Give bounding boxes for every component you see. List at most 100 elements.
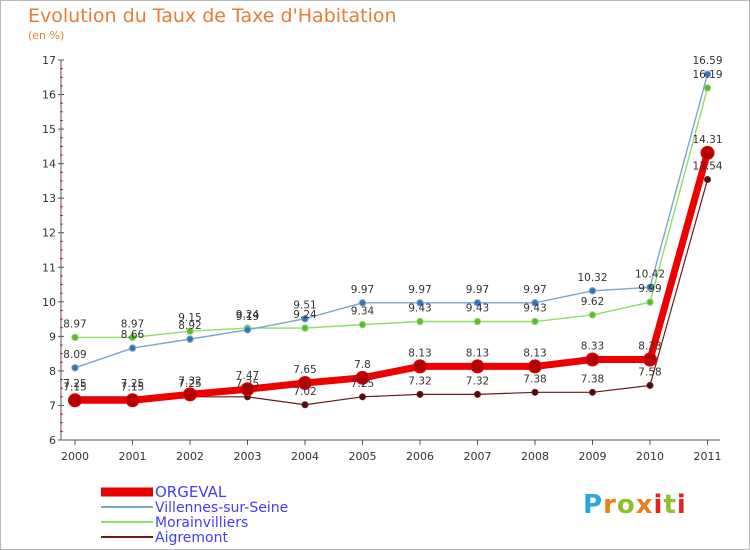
data-label-morainvilliers: 9.34: [351, 306, 375, 318]
data-label-orgeval: 7.47: [236, 370, 259, 382]
data-label-orgeval: 7.65: [293, 364, 316, 376]
data-label-orgeval: 8.13: [466, 347, 489, 359]
data-point-villennes-sur-seine: [358, 299, 367, 307]
x-tick-label: 2000: [61, 450, 89, 463]
y-tick-label: 15: [42, 123, 56, 136]
x-tick-label: 2010: [636, 450, 664, 463]
data-point-aigremont: [531, 388, 539, 396]
x-tick-label: 2001: [119, 450, 147, 463]
series-layer: [68, 70, 715, 409]
data-label-villennes-sur-seine: 10.32: [577, 272, 607, 284]
data-label-aigremont: 7.32: [408, 375, 431, 387]
legend-label-aigremont: Aigremont: [155, 530, 228, 546]
data-point-villennes-sur-seine: [128, 344, 137, 352]
data-point-orgeval: [183, 387, 197, 402]
data-label-villennes-sur-seine: 9.97: [466, 284, 489, 296]
data-point-villennes-sur-seine: [531, 299, 539, 307]
legend-swatch-morainvilliers: [101, 521, 153, 523]
data-point-morainvilliers: [531, 317, 539, 326]
data-label-morainvilliers: 9.99: [638, 283, 661, 295]
data-point-morainvilliers: [646, 298, 654, 306]
y-tick-label: 16: [42, 89, 56, 102]
series-line-morainvilliers: [74, 87, 709, 339]
data-label-orgeval: 7.32: [178, 375, 201, 387]
y-tick-label: 10: [42, 296, 56, 309]
data-point-morainvilliers: [301, 324, 309, 332]
data-point-villennes-sur-seine: [703, 70, 712, 78]
data-point-orgeval: [68, 393, 82, 408]
data-label-orgeval: 8.33: [581, 341, 604, 353]
data-point-villennes-sur-seine: [646, 283, 654, 292]
x-tick-label: 2011: [694, 450, 722, 463]
y-tick-label: 12: [42, 227, 56, 240]
data-point-morainvilliers: [358, 320, 367, 329]
data-label-orgeval: 8.13: [523, 347, 546, 359]
data-label-aigremont: 7.25: [63, 378, 86, 390]
data-label-orgeval: 8.33: [638, 341, 661, 353]
data-label-villennes-sur-seine: 8.09: [63, 349, 86, 361]
data-label-aigremont: 13.54: [692, 161, 722, 173]
data-point-aigremont: [416, 390, 424, 398]
data-label-villennes-sur-seine: 9.97: [523, 284, 546, 296]
data-point-villennes-sur-seine: [301, 315, 309, 323]
data-label-villennes-sur-seine: 9.97: [351, 284, 374, 296]
y-tick-label: 6: [49, 434, 56, 447]
y-tick-label: 9: [49, 330, 56, 343]
data-label-morainvilliers: 9.43: [408, 303, 431, 315]
data-point-orgeval: [413, 359, 427, 374]
data-point-orgeval: [643, 352, 657, 367]
data-point-morainvilliers: [473, 317, 482, 326]
legend-label-orgeval: ORGEVAL: [155, 483, 227, 501]
data-point-orgeval: [355, 370, 370, 385]
data-label-aigremont: 7.25: [236, 378, 259, 390]
y-tick-label: 13: [42, 192, 56, 205]
data-label-orgeval: 8.13: [408, 347, 431, 359]
y-tick-label: 17: [42, 54, 56, 67]
data-point-morainvilliers: [71, 333, 79, 342]
series-line-villennes-sur-seine: [74, 73, 709, 369]
y-tick-label: 8: [49, 365, 56, 378]
x-tick-label: 2008: [521, 450, 549, 463]
x-tick-label: 2005: [349, 450, 377, 463]
x-tick-label: 2006: [406, 450, 434, 463]
data-label-villennes-sur-seine: 9.19: [236, 311, 259, 323]
data-point-orgeval: [700, 145, 715, 160]
data-label-aigremont: 7.25: [178, 378, 201, 390]
x-tick-label: 2002: [176, 450, 204, 463]
data-label-aigremont: 7.25: [351, 378, 374, 390]
data-label-morainvilliers: 9.43: [523, 303, 546, 315]
data-label-morainvilliers: 8.97: [121, 318, 144, 330]
data-point-villennes-sur-seine: [243, 326, 252, 334]
data-label-morainvilliers: 16.19: [692, 69, 722, 81]
x-tick-label: 2003: [234, 450, 262, 463]
x-tick-label: 2007: [464, 450, 492, 463]
data-point-villennes-sur-seine: [71, 364, 79, 372]
chart-legend: ORGEVALVillennes-sur-SeineMorainvilliers…: [101, 483, 288, 546]
data-point-morainvilliers: [186, 327, 194, 335]
legend-label-villennes-sur-seine: Villennes-sur-Seine: [155, 500, 288, 516]
data-point-morainvilliers: [416, 317, 424, 326]
data-point-orgeval: [585, 352, 600, 367]
chart-title: Evolution du Taux de Taxe d'Habitation: [28, 5, 397, 27]
y-tick-label: 11: [42, 261, 56, 274]
data-label-villennes-sur-seine: 8.66: [121, 329, 145, 341]
data-label-aigremont: 7.38: [581, 373, 604, 385]
chart-axes: 6 7 8 9 10 11 12 13 14 15 16 17 2000 2001 2002 2003 2004…: [42, 54, 722, 463]
data-point-orgeval: [528, 359, 542, 374]
data-label-villennes-sur-seine: 9.97: [408, 284, 431, 296]
data-label-villennes-sur-seine: 16.59: [692, 55, 722, 67]
data-label-aigremont: 7.32: [466, 375, 489, 387]
data-point-villennes-sur-seine: [473, 299, 482, 307]
data-label-villennes-sur-seine: 10.42: [635, 268, 665, 280]
x-tick-label: 2009: [579, 450, 607, 463]
data-point-aigremont: [301, 401, 309, 409]
legend-swatch-villennes-sur-seine: [101, 506, 153, 508]
data-point-orgeval: [240, 382, 255, 397]
data-label-morainvilliers: 9.62: [581, 296, 604, 308]
y-tick-label: 7: [49, 399, 56, 412]
data-labels-layer: 7.25 7.25 7.25 7.257.027.25 7.32 7.32 7.38 7.38…: [63, 55, 723, 398]
data-label-aigremont: 7.02: [293, 386, 316, 398]
x-tick-label: 2004: [291, 450, 319, 463]
